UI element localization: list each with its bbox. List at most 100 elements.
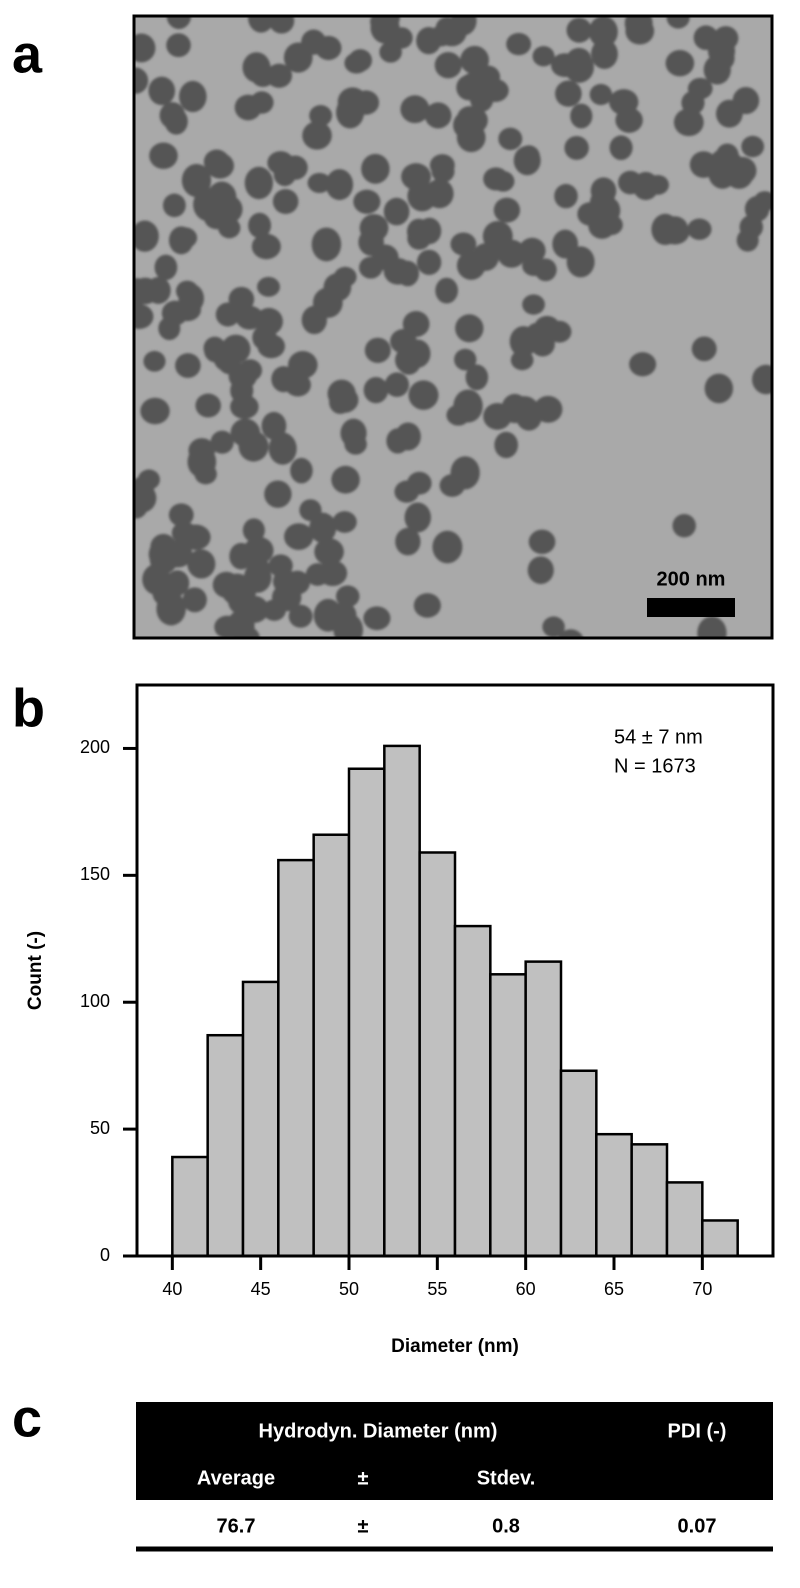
bar bbox=[524, 960, 563, 1258]
table: Hydrodyn. Diameter (nm) PDI (-) Average … bbox=[136, 1402, 773, 1552]
x-axis-label: Diameter (nm) bbox=[391, 1336, 519, 1357]
particle bbox=[134, 220, 159, 252]
particle bbox=[509, 326, 538, 357]
particle bbox=[522, 294, 545, 315]
bar bbox=[665, 1181, 704, 1258]
particle bbox=[251, 233, 281, 260]
y-axis-label: Count (-) bbox=[25, 931, 46, 1010]
particle bbox=[194, 463, 217, 485]
particle bbox=[629, 352, 657, 377]
particle bbox=[315, 35, 342, 61]
particle bbox=[248, 16, 275, 33]
bar bbox=[206, 1033, 245, 1258]
particle bbox=[264, 480, 292, 508]
particle bbox=[697, 616, 727, 638]
annotation: 54 ± 7 nm bbox=[614, 726, 703, 748]
particle bbox=[158, 316, 181, 341]
particle bbox=[311, 227, 342, 262]
panel-label: c bbox=[12, 1388, 42, 1448]
table-subheader: ± bbox=[358, 1467, 369, 1489]
y-tick-label: 0 bbox=[100, 1245, 110, 1265]
image-frame bbox=[132, 14, 774, 640]
particle bbox=[590, 177, 617, 205]
particle bbox=[632, 171, 659, 201]
particle bbox=[589, 83, 613, 106]
scale-bar bbox=[647, 598, 735, 617]
particle bbox=[373, 16, 400, 31]
particle bbox=[400, 95, 430, 124]
particle bbox=[148, 76, 176, 106]
particle bbox=[222, 573, 252, 607]
particle bbox=[416, 249, 442, 275]
particle bbox=[143, 350, 166, 372]
particle bbox=[435, 16, 459, 40]
particle bbox=[327, 379, 356, 408]
annotation: N = 1673 bbox=[614, 755, 696, 777]
particle bbox=[413, 593, 441, 618]
particle bbox=[431, 160, 455, 183]
particle bbox=[491, 170, 515, 192]
particle bbox=[172, 227, 198, 249]
particle bbox=[266, 63, 293, 88]
particle bbox=[210, 430, 234, 454]
particle bbox=[156, 592, 186, 626]
particle bbox=[518, 237, 546, 264]
particle bbox=[435, 277, 459, 304]
particle bbox=[517, 145, 540, 169]
particle bbox=[687, 218, 712, 240]
particle bbox=[230, 394, 259, 419]
particle bbox=[154, 254, 178, 281]
particle bbox=[361, 153, 390, 184]
table-subheader: Stdev. bbox=[477, 1467, 536, 1489]
particle bbox=[396, 260, 420, 287]
particle bbox=[134, 476, 155, 505]
x-tick-label: 50 bbox=[339, 1279, 359, 1299]
particle bbox=[262, 599, 286, 621]
particle bbox=[434, 51, 462, 79]
particle bbox=[165, 570, 190, 596]
particle bbox=[424, 102, 452, 129]
particle bbox=[384, 372, 409, 397]
bar bbox=[489, 973, 527, 1258]
particle bbox=[383, 197, 410, 226]
histogram: 0 50 100 150 200 40 45 50 55 60 65 70 Diameter (nm) C… bbox=[25, 683, 775, 1357]
particle bbox=[283, 42, 313, 73]
particle bbox=[203, 206, 230, 230]
particle bbox=[254, 307, 283, 336]
panel-label: b bbox=[12, 678, 45, 738]
x-tick-label: 60 bbox=[516, 1279, 536, 1299]
particle bbox=[711, 46, 735, 71]
particle bbox=[179, 80, 207, 113]
x-tick-label: 65 bbox=[604, 1279, 624, 1299]
bar bbox=[241, 980, 280, 1258]
particle bbox=[532, 46, 555, 67]
particle bbox=[166, 16, 192, 30]
particles bbox=[134, 16, 772, 638]
particle bbox=[242, 518, 265, 543]
particle bbox=[404, 502, 432, 533]
particle bbox=[407, 471, 432, 495]
particle bbox=[530, 331, 555, 357]
bar bbox=[630, 1143, 669, 1258]
bar bbox=[595, 1132, 633, 1258]
x-tick-label: 55 bbox=[427, 1279, 447, 1299]
particle bbox=[395, 527, 421, 556]
particle bbox=[134, 33, 156, 63]
particle bbox=[395, 422, 421, 451]
particle bbox=[271, 366, 296, 393]
particle bbox=[307, 172, 332, 193]
particle bbox=[534, 258, 557, 282]
particle bbox=[318, 560, 348, 587]
particle bbox=[542, 616, 565, 638]
particle bbox=[672, 513, 696, 538]
particle bbox=[455, 314, 484, 343]
particle bbox=[282, 155, 308, 180]
particle bbox=[554, 183, 578, 209]
particle bbox=[609, 135, 633, 161]
particle bbox=[166, 33, 191, 58]
bar bbox=[171, 1155, 209, 1258]
table-cell: 76.7 bbox=[217, 1515, 256, 1537]
particle bbox=[268, 432, 297, 465]
particle bbox=[163, 548, 187, 568]
x-tick-label: 45 bbox=[251, 1279, 271, 1299]
